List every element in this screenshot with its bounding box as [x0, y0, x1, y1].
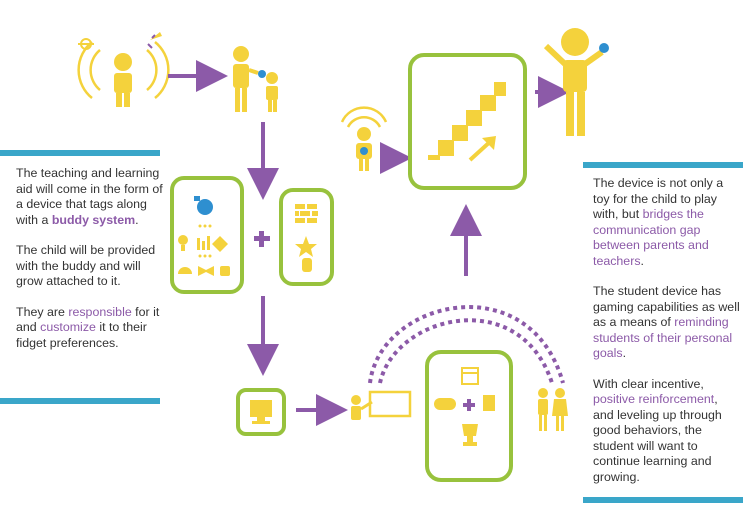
plus-small-icon: [463, 399, 475, 411]
child-device-icon: [340, 106, 388, 171]
left-paragraph-1: The teaching and learning aid will come …: [16, 166, 163, 227]
parent-child-icon: [233, 46, 278, 112]
left-text-top-bar: [0, 150, 160, 156]
right-description: The device is not only a toy for the chi…: [593, 176, 741, 500]
fidget-options-icons: [178, 224, 230, 276]
calendar-icon: [461, 367, 479, 385]
right-text-bottom-bar: [583, 497, 743, 503]
arrow-up-right-icon: [468, 136, 496, 162]
child-hero-icon: [77, 32, 170, 107]
device-options-box: [170, 176, 244, 294]
star-hand-icon: [295, 236, 317, 272]
gamepad-icon: [434, 398, 456, 410]
left-text-bottom-bar: [0, 398, 160, 404]
right-paragraph-1: The device is not only a toy for the chi…: [593, 176, 724, 268]
book-icon: [483, 395, 495, 411]
parents-icon: [538, 388, 568, 431]
trophy-icon: [462, 424, 478, 446]
right-paragraph-3: With clear incentive, positive reinforce…: [593, 376, 722, 484]
right-paragraph-2: The student device has gaming capabiliti…: [593, 284, 740, 360]
device-icon: [194, 196, 213, 215]
computer-icon: [250, 400, 272, 424]
student-device-box: [425, 350, 513, 482]
celebrating-child-icon: [543, 28, 609, 136]
left-paragraph-3: They are responsible for it and customiz…: [16, 304, 160, 350]
brick-wall-icon: [295, 204, 318, 223]
left-paragraph-2: The child will be provided with the budd…: [16, 243, 156, 288]
stairs-icon: [428, 82, 506, 160]
customization-box: [279, 188, 334, 286]
left-description: The teaching and learning aid will come …: [16, 166, 166, 366]
plus-icon: [254, 231, 270, 247]
stairs-box: [408, 53, 527, 190]
right-text-top-bar: [583, 162, 743, 168]
computer-box: [236, 388, 286, 436]
teacher-board-icon: [351, 390, 412, 420]
